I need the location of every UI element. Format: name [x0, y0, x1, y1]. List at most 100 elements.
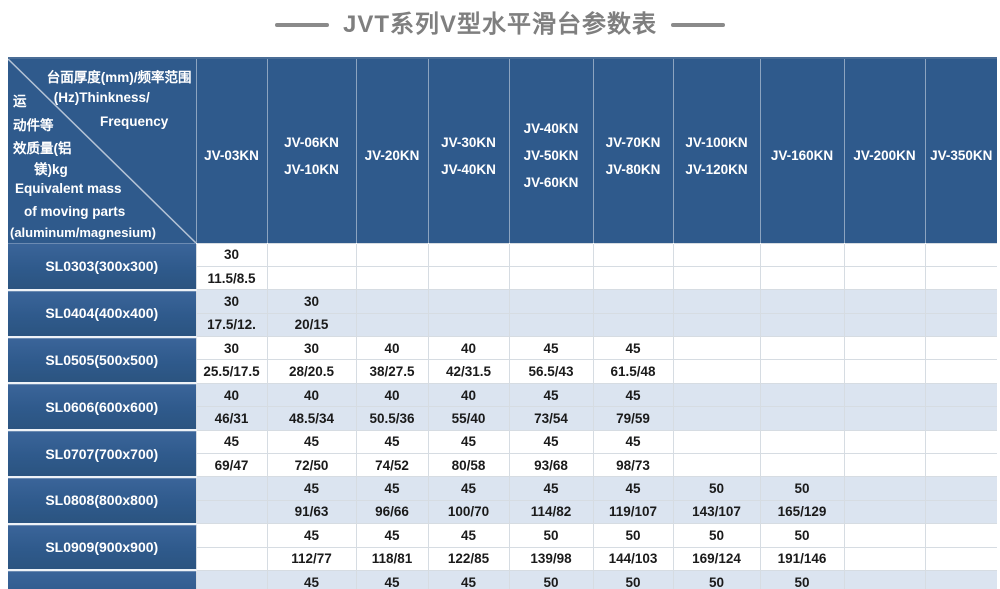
data-cell [759, 429, 844, 477]
data-cell [759, 289, 844, 337]
data-cell [759, 336, 844, 384]
data-cell [427, 242, 509, 290]
page-title: JVT系列V型水平滑台参数表 [0, 0, 1000, 45]
frequency-value [197, 548, 267, 570]
thickness-value [196, 477, 267, 501]
column-header-label: JV-06KN [284, 134, 339, 150]
frequency-value: 73/54 [534, 410, 568, 426]
data-cell: 45 69/47 [195, 429, 267, 477]
column-header-label: JV-80KN [605, 161, 661, 177]
thickness-value: 50 [593, 524, 673, 548]
row-label: SL0909(900x900) [8, 522, 196, 571]
thickness-value: 45 [428, 431, 509, 455]
thickness-value [197, 571, 267, 589]
frequency-value [674, 314, 760, 336]
thickness-value [196, 524, 267, 548]
thickness-value [356, 290, 428, 314]
corner-line-thickness-en-2: Frequency [100, 114, 169, 129]
corner-line-thickness-cn: 台面厚度(mm)/频率范围 [46, 70, 192, 85]
data-cell [672, 289, 760, 337]
data-cell [427, 289, 509, 337]
column-header-label: JV-100KN [685, 134, 748, 150]
table-row: SL0909(900x900) 45 112/77 45 118/81 45 122/85 5… [8, 522, 998, 571]
thickness-value: 50 [510, 571, 593, 589]
thickness-value [844, 290, 925, 314]
row-label: SL0606(600x600) [8, 382, 196, 431]
frequency-value [845, 314, 925, 336]
frequency-value: 48.5/34 [288, 410, 335, 426]
title-dash-right-icon [671, 22, 726, 27]
frequency-value [674, 267, 760, 289]
row-label: SL0808(800x800) [8, 475, 196, 524]
frequency-value: 98/73 [616, 457, 650, 473]
thickness-value [844, 477, 925, 501]
data-cell [266, 242, 356, 290]
table-row: SL0303(300x300) 30 11.5/8.5 [8, 242, 997, 290]
corner-line-mass-cn-2: 动件等 [13, 118, 54, 133]
corner-line-mass-en-2: of moving parts [24, 204, 126, 219]
column-header-label: JV-40KN [523, 121, 579, 137]
thickness-value [673, 290, 760, 314]
column-header: JV-200KN [843, 57, 925, 243]
row-label: SL1010(1000x1000) [8, 569, 196, 589]
thickness-value: 50 [760, 477, 844, 501]
frequency-value: 91/63 [294, 504, 329, 520]
frequency-value: 139/98 [530, 551, 572, 567]
data-cell: 50 [508, 569, 593, 589]
thickness-value: 50 [674, 571, 760, 589]
frequency-value: 165/129 [777, 504, 827, 520]
frequency-value: 144/103 [608, 551, 658, 567]
thickness-value [593, 244, 673, 267]
frequency-value [761, 360, 844, 382]
thickness-value [673, 431, 760, 455]
thickness-value: 30 [267, 290, 356, 314]
table-row: SL0808(800x800) 45 91/63 45 96/66 45 100/70 45 1… [8, 475, 997, 524]
param-table: 台面厚度(mm)/频率范围 运 (Hz)Thinkness/ 动件等 Frequ… [8, 57, 997, 589]
data-cell: 40 46/31 [195, 382, 267, 431]
data-cell: 45 93/68 [508, 429, 593, 477]
thickness-value: 50 [509, 524, 593, 548]
data-cell: 50 139/98 [508, 523, 593, 571]
data-cell [195, 523, 267, 571]
frequency-value [674, 407, 760, 429]
table-row: SL0505(500x500) 30 25.5/17.5 30 28/20.5 40 38/… [8, 335, 998, 384]
frequency-value: 38/27.5 [369, 364, 415, 380]
thickness-value [925, 290, 997, 314]
thickness-value [673, 384, 760, 408]
data-cell: 50 169/124 [672, 523, 760, 571]
frequency-value: 191/146 [777, 551, 827, 567]
data-cell [843, 289, 925, 337]
title-dash-left-icon [274, 22, 329, 27]
thickness-value: 40 [356, 337, 428, 361]
thickness-value: 45 [593, 431, 673, 455]
thickness-value [925, 244, 997, 267]
data-cell: 50 191/146 [759, 523, 844, 571]
thickness-value: 45 [267, 477, 356, 501]
thickness-value: 45 [196, 431, 267, 455]
data-cell [843, 429, 925, 477]
thickness-value: 45 [356, 477, 428, 501]
table-body: SL0303(300x300) 30 11.5/8.5 SL0404(400x400)… [8, 242, 998, 589]
frequency-value [926, 548, 998, 570]
frequency-value [845, 548, 925, 570]
data-cell: 45 114/82 [508, 476, 593, 524]
thickness-value [673, 337, 760, 361]
frequency-value [761, 314, 844, 336]
data-cell: 50 [672, 569, 760, 589]
data-cell: 30 25.5/17.5 [195, 336, 267, 384]
data-cell: 45 [355, 569, 428, 589]
data-cell: 45 79/59 [592, 382, 673, 431]
thickness-value [925, 524, 997, 548]
column-header-label: JV-50KN [523, 148, 579, 164]
thickness-value: 45 [428, 524, 509, 548]
column-header: JV-03KN [195, 57, 267, 243]
frequency-value [761, 407, 844, 429]
column-header: JV-350KN [924, 57, 997, 243]
frequency-value [510, 314, 593, 336]
thickness-value [844, 384, 925, 408]
frequency-value [674, 360, 760, 382]
frequency-value [926, 360, 998, 382]
frequency-value [926, 407, 998, 429]
thickness-value: 45 [356, 431, 428, 455]
